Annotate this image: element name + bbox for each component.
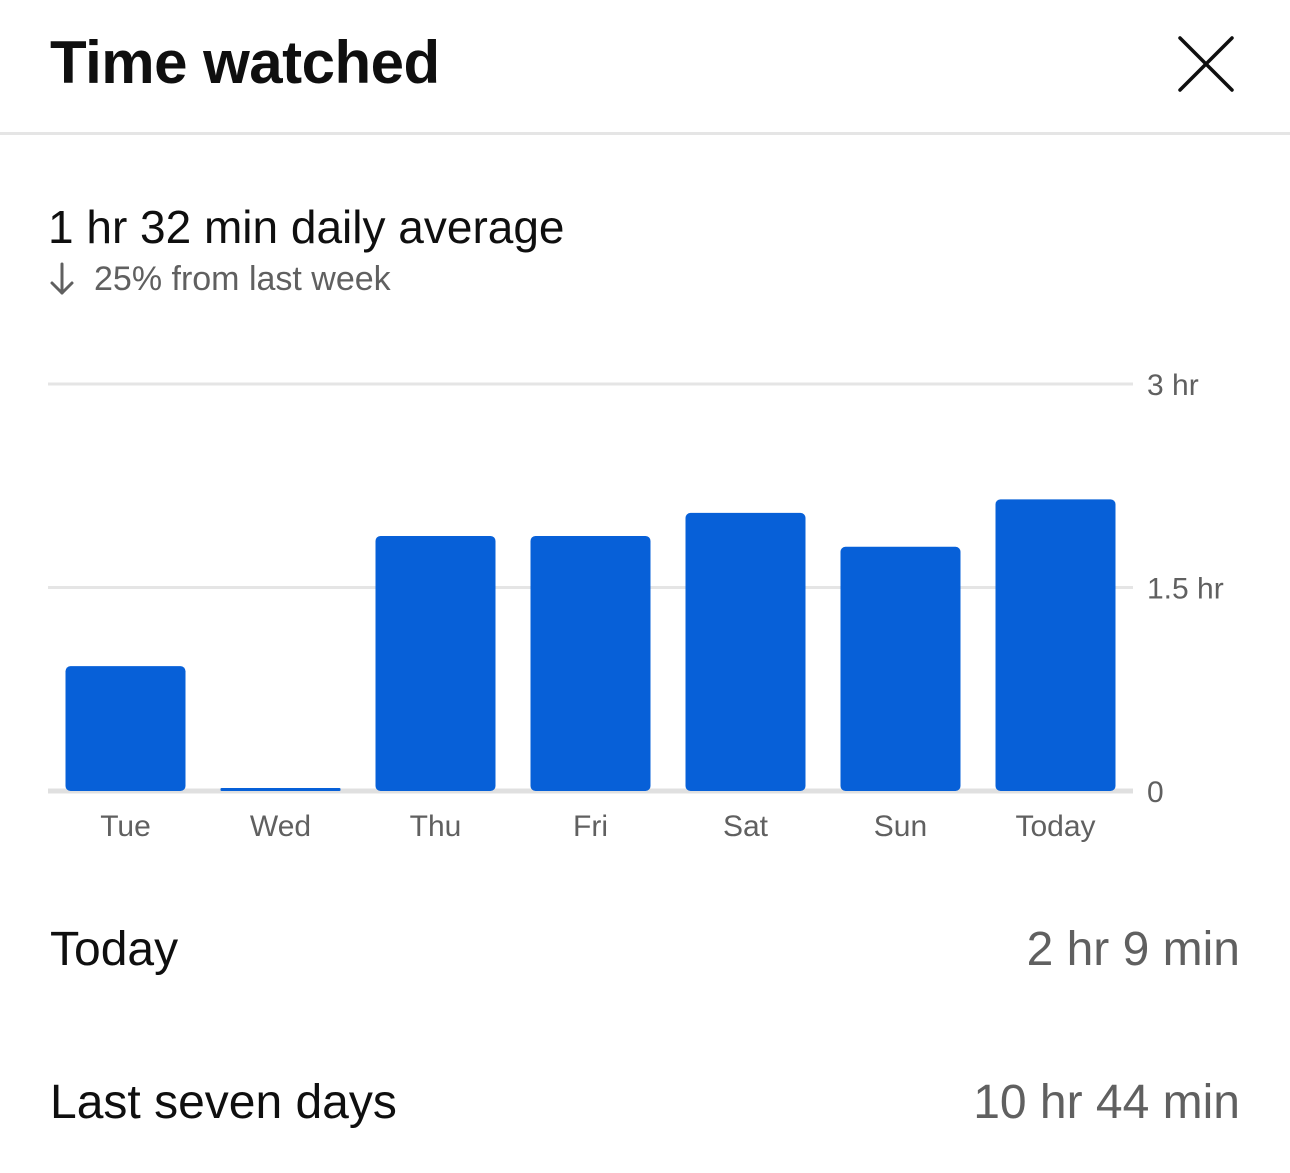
- y-tick-label: 0: [1147, 776, 1164, 809]
- bar-sun[interactable]: [840, 546, 961, 791]
- bar-wed[interactable]: [220, 788, 341, 791]
- bar-tue[interactable]: [65, 666, 186, 791]
- y-tick-label: 1.5 hr: [1147, 573, 1224, 606]
- stat-value: 10 hr 44 min: [973, 1076, 1240, 1129]
- bar-thu[interactable]: [375, 535, 496, 791]
- x-tick-label: Wed: [250, 810, 311, 843]
- stat-label: Last seven days: [50, 1076, 397, 1129]
- stat-row-last-seven-days: Last seven days 10 hr 44 min: [50, 1075, 1240, 1131]
- stat-row-today: Today 2 hr 9 min: [50, 922, 1240, 978]
- daily-average: 1 hr 32 min daily average: [48, 201, 565, 253]
- page-title: Time watched: [50, 29, 440, 96]
- close-icon: [1178, 36, 1234, 92]
- weekly-change-text: 25% from last week: [94, 260, 391, 298]
- arrow-down-icon: [50, 262, 74, 295]
- bar-fri[interactable]: [530, 535, 651, 791]
- stat-value: 2 hr 9 min: [1026, 923, 1240, 976]
- stat-label: Today: [50, 923, 179, 976]
- weekly-change: 25% from last week: [48, 258, 391, 300]
- x-tick-label: Thu: [410, 810, 462, 843]
- y-tick-label: 3 hr: [1147, 369, 1199, 402]
- bar-today[interactable]: [995, 499, 1116, 791]
- x-tick-label: Today: [1015, 810, 1095, 843]
- close-button[interactable]: [1170, 28, 1242, 100]
- x-tick-label: Tue: [100, 810, 151, 843]
- header: Time watched: [0, 0, 1290, 135]
- x-tick-label: Fri: [573, 810, 608, 843]
- time-watched-chart: 3 hr 1.5 hr 0 Tue Wed Thu Fri Sat Sun Today: [48, 369, 1224, 843]
- bar-sat[interactable]: [685, 512, 806, 791]
- x-tick-label: Sun: [874, 810, 927, 843]
- x-tick-label: Sat: [723, 810, 769, 843]
